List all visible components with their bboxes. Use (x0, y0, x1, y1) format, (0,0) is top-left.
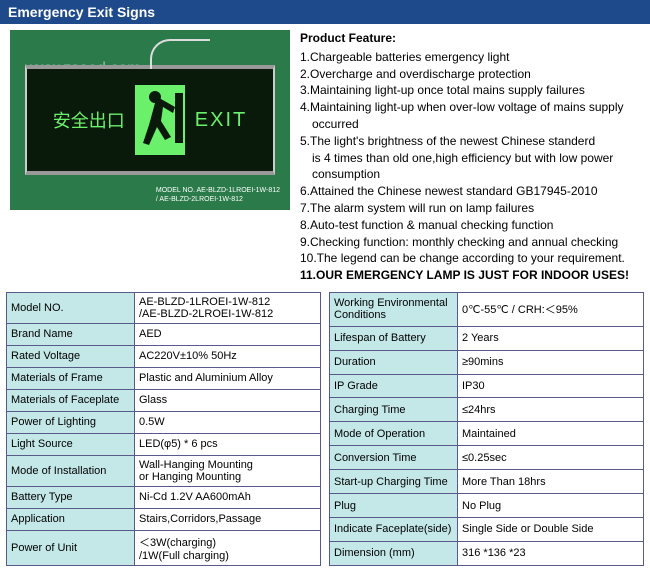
spec-label: Power of Lighting (7, 411, 135, 433)
table-row: IP GradeIP30 (330, 374, 644, 398)
feature-line: 10.The legend can be change according to… (300, 250, 650, 267)
spec-value: 316 *136 *23 (458, 541, 644, 565)
spec-label: Battery Type (7, 486, 135, 508)
spec-value: ＜3W(charging)/1W(Full charging) (135, 530, 321, 565)
feature-line: consumption (300, 166, 650, 183)
feature-line: 5.The light's brightness of the newest C… (300, 133, 650, 150)
model-label: MODEL NO. AE-BLZD-1LROEI-1W-812 / AE-BLZ… (156, 187, 280, 204)
spec-value: Ni-Cd 1.2V AA600mAh (135, 486, 321, 508)
cable-icon (150, 39, 210, 69)
spec-label: Light Source (7, 433, 135, 455)
feature-line: 1.Chargeable batteries emergency light (300, 49, 650, 66)
specs-tables: Model NO.AE-BLZD-1LROEI-1W-812/AE-BLZD-2… (0, 290, 650, 572)
feature-line: 4.Maintaining light-up when over-low vol… (300, 99, 650, 116)
table-row: Conversion Time≤0.25sec (330, 446, 644, 470)
product-features: Product Feature: 1.Chargeable batteries … (300, 30, 650, 284)
table-row: Working Environmental Conditions0℃-55℃ /… (330, 292, 644, 326)
spec-label: Plug (330, 494, 458, 518)
spec-value: Plastic and Aluminium Alloy (135, 367, 321, 389)
spec-value: AC220V±10% 50Hz (135, 345, 321, 367)
spec-value: ≤0.25sec (458, 446, 644, 470)
table-row: Materials of FaceplateGlass (7, 389, 321, 411)
spec-label: Start-up Charging Time (330, 470, 458, 494)
table-row: PlugNo Plug (330, 494, 644, 518)
spec-value: 2 Years (458, 326, 644, 350)
table-row: Indicate Faceplate(side)Single Side or D… (330, 518, 644, 542)
table-row: Light Source LED(φ5) * 6 pcs (7, 433, 321, 455)
spec-value: Glass (135, 389, 321, 411)
specs-table-right: Working Environmental Conditions0℃-55℃ /… (329, 292, 644, 566)
table-row: Model NO.AE-BLZD-1LROEI-1W-812/AE-BLZD-2… (7, 292, 321, 323)
feature-line: 2.Overcharge and overdischarge protectio… (300, 66, 650, 83)
top-section: www.zsaed.com 安全出口 EXIT MODEL NO. AE-BLZ… (0, 24, 650, 290)
spec-value: AED (135, 323, 321, 345)
feature-line: occurred (300, 116, 650, 133)
spec-label: Dimension (mm) (330, 541, 458, 565)
spec-label: Materials of Frame (7, 367, 135, 389)
spec-label: Mode of Operation (330, 422, 458, 446)
spec-label: Rated Voltage (7, 345, 135, 367)
feature-bold: 11.OUR EMERGENCY LAMP IS JUST FOR INDOOR… (300, 267, 650, 284)
exit-sign: 安全出口 EXIT (25, 65, 275, 175)
spec-value: Wall-Hanging Mountingor Hanging Mounting (135, 455, 321, 486)
table-row: Charging Time≤24hrs (330, 398, 644, 422)
feature-line: 3.Maintaining light-up once total mains … (300, 82, 650, 99)
spec-value: 0℃-55℃ / CRH:＜95% (458, 292, 644, 326)
spec-label: Indicate Faceplate(side) (330, 518, 458, 542)
sign-text-en: EXIT (195, 109, 247, 132)
spec-value: Stairs,Corridors,Passage (135, 508, 321, 530)
spec-label: Application (7, 508, 135, 530)
spec-value: ≥90mins (458, 350, 644, 374)
table-row: Duration≥90mins (330, 350, 644, 374)
spec-value: 0.5W (135, 411, 321, 433)
feature-line: 6.Attained the Chinese newest standard G… (300, 183, 650, 200)
table-row: Start-up Charging TimeMore Than 18hrs (330, 470, 644, 494)
features-list: 1.Chargeable batteries emergency light2.… (300, 49, 650, 267)
spec-label: Lifespan of Battery (330, 326, 458, 350)
spec-label: Brand Name (7, 323, 135, 345)
table-row: Battery TypeNi-Cd 1.2V AA600mAh (7, 486, 321, 508)
spec-value: AE-BLZD-1LROEI-1W-812/AE-BLZD-2LROEI-1W-… (135, 292, 321, 323)
table-row: Mode of OperationMaintained (330, 422, 644, 446)
spec-value: More Than 18hrs (458, 470, 644, 494)
specs-table-left: Model NO.AE-BLZD-1LROEI-1W-812/AE-BLZD-2… (6, 292, 321, 566)
sign-text-cn: 安全出口 (53, 107, 125, 133)
feature-line: is 4 times than old one,high efficiency … (300, 150, 650, 167)
table-row: Lifespan of Battery2 Years (330, 326, 644, 350)
table-row: Dimension (mm)316 *136 *23 (330, 541, 644, 565)
feature-line: 8.Auto-test function & manual checking f… (300, 217, 650, 234)
table-row: Power of Unit＜3W(charging)/1W(Full charg… (7, 530, 321, 565)
feature-line: 7.The alarm system will run on lamp fail… (300, 200, 650, 217)
table-row: ApplicationStairs,Corridors,Passage (7, 508, 321, 530)
spec-value: LED(φ5) * 6 pcs (135, 433, 321, 455)
spec-label: Power of Unit (7, 530, 135, 565)
spec-value: No Plug (458, 494, 644, 518)
features-title: Product Feature: (300, 30, 650, 47)
exit-figure-icon (135, 85, 185, 155)
spec-label: Conversion Time (330, 446, 458, 470)
table-row: Power of Lighting0.5W (7, 411, 321, 433)
table-row: Materials of FramePlastic and Aluminium … (7, 367, 321, 389)
spec-value: IP30 (458, 374, 644, 398)
spec-label: Mode of Installation (7, 455, 135, 486)
table-row: Brand NameAED (7, 323, 321, 345)
spec-label: Materials of Faceplate (7, 389, 135, 411)
table-row: Rated VoltageAC220V±10% 50Hz (7, 345, 321, 367)
spec-label: Working Environmental Conditions (330, 292, 458, 326)
table-row: Mode of InstallationWall-Hanging Mountin… (7, 455, 321, 486)
page-title: Emergency Exit Signs (0, 0, 650, 24)
spec-label: Charging Time (330, 398, 458, 422)
spec-value: Single Side or Double Side (458, 518, 644, 542)
product-image: www.zsaed.com 安全出口 EXIT MODEL NO. AE-BLZ… (10, 30, 290, 210)
spec-value: Maintained (458, 422, 644, 446)
spec-label: IP Grade (330, 374, 458, 398)
spec-label: Model NO. (7, 292, 135, 323)
feature-line: 9.Checking function: monthly checking an… (300, 234, 650, 251)
spec-label: Duration (330, 350, 458, 374)
spec-value: ≤24hrs (458, 398, 644, 422)
